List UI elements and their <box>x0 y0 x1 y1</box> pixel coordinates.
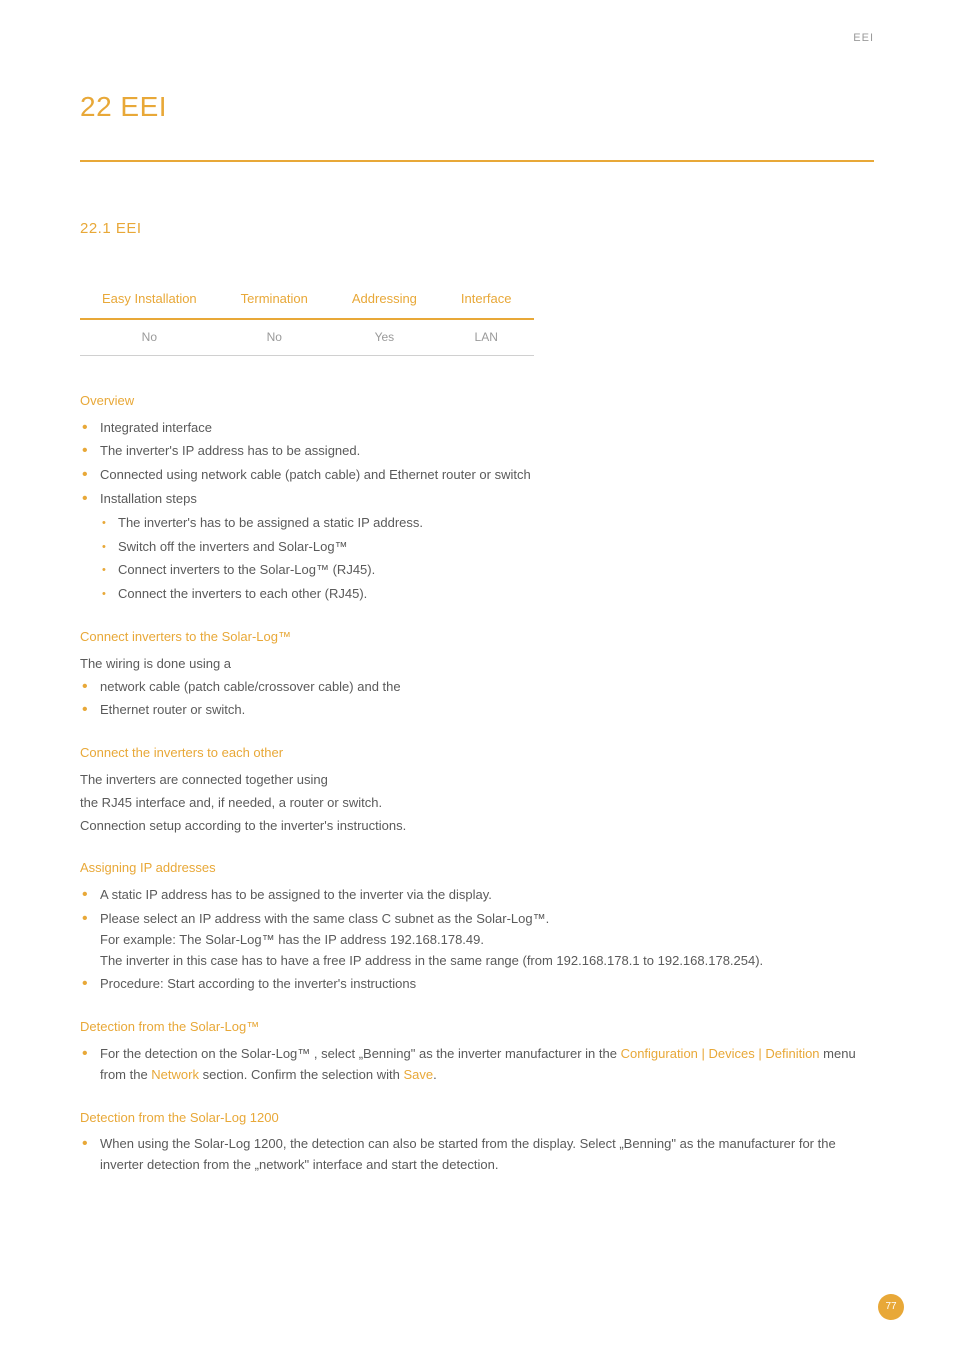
list-item: network cable (patch cable/crossover cab… <box>80 677 874 698</box>
detect-sl-end: . <box>433 1067 437 1082</box>
list-item: Procedure: Start according to the invert… <box>80 974 874 995</box>
th-easy-install: Easy Installation <box>80 281 219 319</box>
body-text: Connection setup according to the invert… <box>80 816 874 837</box>
td-easy-install: No <box>80 319 219 356</box>
body-text: The inverters are connected together usi… <box>80 770 874 791</box>
list-item: When using the Solar-Log 1200, the detec… <box>80 1134 874 1176</box>
page-content: 22 EEI 22.1 EEI Easy Installation Termin… <box>0 0 954 1239</box>
detect-1200-list: When using the Solar-Log 1200, the detec… <box>80 1134 874 1176</box>
sub-list-item: Connect inverters to the Solar-Log™ (RJ4… <box>100 560 874 581</box>
page-number-badge: 77 <box>878 1294 904 1320</box>
sub-list-item: Connect the inverters to each other (RJ4… <box>100 584 874 605</box>
connect-each-heading: Connect the inverters to each other <box>80 743 874 764</box>
detect-1200-heading: Detection from the Solar-Log 1200 <box>80 1108 874 1129</box>
sub-list-item: The inverter's has to be assigned a stat… <box>100 513 874 534</box>
list-item: For the detection on the Solar-Log™ , se… <box>80 1044 874 1086</box>
chapter-divider <box>80 160 874 162</box>
config-link[interactable]: Configuration | Devices | Definition <box>621 1046 820 1061</box>
table-header-row: Easy Installation Termination Addressing… <box>80 281 534 319</box>
detect-sl-list: For the detection on the Solar-Log™ , se… <box>80 1044 874 1086</box>
td-interface: LAN <box>439 319 534 356</box>
list-item: Ethernet router or switch. <box>80 700 874 721</box>
list-item: Connected using network cable (patch cab… <box>80 465 874 486</box>
chapter-title: 22 EEI <box>80 85 874 130</box>
ip-heading: Assigning IP addresses <box>80 858 874 879</box>
overview-sublist: The inverter's has to be assigned a stat… <box>100 513 874 605</box>
td-termination: No <box>219 319 330 356</box>
sub-list-item: Switch off the inverters and Solar-Log™ <box>100 537 874 558</box>
list-item: Integrated interface <box>80 418 874 439</box>
list-item: The inverter's IP address has to be assi… <box>80 441 874 462</box>
connect-sl-intro: The wiring is done using a <box>80 654 874 675</box>
list-item: Installation steps The inverter's has to… <box>80 489 874 605</box>
ip-item2-l1: Please select an IP address with the sam… <box>100 911 549 926</box>
list-item: A static IP address has to be assigned t… <box>80 885 874 906</box>
connect-sl-heading: Connect inverters to the Solar-Log™ <box>80 627 874 648</box>
ip-item2-l2: For example: The Solar-Log™ has the IP a… <box>100 932 484 947</box>
td-addressing: Yes <box>330 319 439 356</box>
detect-sl-heading: Detection from the Solar-Log™ <box>80 1017 874 1038</box>
ip-item2-l3: The inverter in this case has to have a … <box>100 953 763 968</box>
th-addressing: Addressing <box>330 281 439 319</box>
body-text: the RJ45 interface and, if needed, a rou… <box>80 793 874 814</box>
list-item-label: Installation steps <box>100 491 197 506</box>
list-item: Please select an IP address with the sam… <box>80 909 874 971</box>
table-row: No No Yes LAN <box>80 319 534 356</box>
overview-list: Integrated interface The inverter's IP a… <box>80 418 874 605</box>
info-table: Easy Installation Termination Addressing… <box>80 281 534 356</box>
section-title: 22.1 EEI <box>80 217 874 241</box>
th-interface: Interface <box>439 281 534 319</box>
network-link[interactable]: Network <box>151 1067 199 1082</box>
detect-sl-pre: For the detection on the Solar-Log™ , se… <box>100 1046 621 1061</box>
detect-sl-post: section. Confirm the selection with <box>199 1067 403 1082</box>
th-termination: Termination <box>219 281 330 319</box>
connect-sl-list: network cable (patch cable/crossover cab… <box>80 677 874 722</box>
page-header-label: EEI <box>853 30 874 48</box>
overview-heading: Overview <box>80 391 874 412</box>
save-link[interactable]: Save <box>403 1067 433 1082</box>
ip-list: A static IP address has to be assigned t… <box>80 885 874 995</box>
